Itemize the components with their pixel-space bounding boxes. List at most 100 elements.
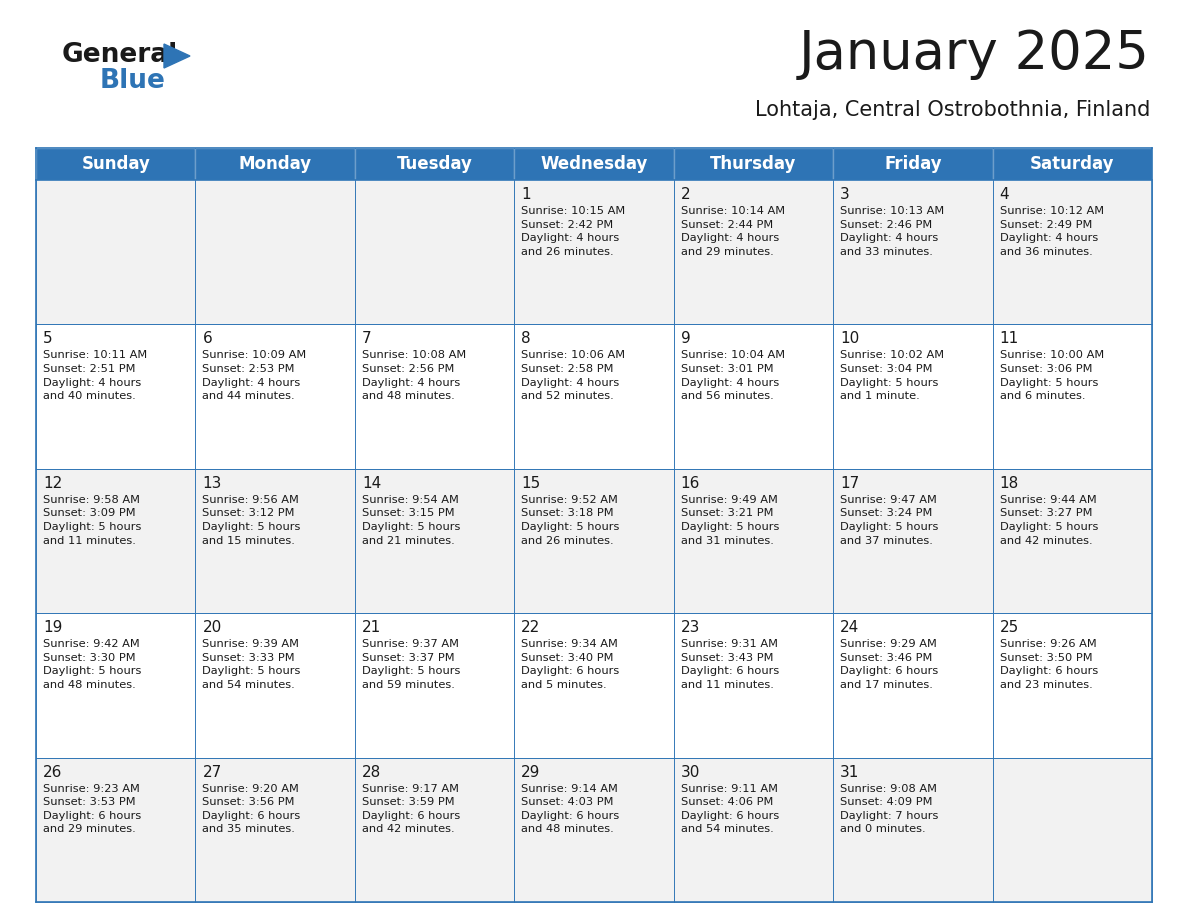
Text: Sunrise: 9:39 AM
Sunset: 3:33 PM
Daylight: 5 hours
and 54 minutes.: Sunrise: 9:39 AM Sunset: 3:33 PM Dayligh… (202, 639, 301, 690)
Text: Sunrise: 9:54 AM
Sunset: 3:15 PM
Daylight: 5 hours
and 21 minutes.: Sunrise: 9:54 AM Sunset: 3:15 PM Dayligh… (362, 495, 460, 545)
Bar (196, 148, 355, 180)
Text: Sunrise: 9:29 AM
Sunset: 3:46 PM
Daylight: 6 hours
and 17 minutes.: Sunrise: 9:29 AM Sunset: 3:46 PM Dayligh… (840, 639, 939, 690)
Text: 11: 11 (999, 331, 1019, 346)
Bar (36, 324, 196, 469)
Polygon shape (164, 44, 190, 68)
Text: 29: 29 (522, 765, 541, 779)
Bar (833, 469, 992, 613)
Text: 16: 16 (681, 476, 700, 491)
Text: Sunrise: 9:20 AM
Sunset: 3:56 PM
Daylight: 6 hours
and 35 minutes.: Sunrise: 9:20 AM Sunset: 3:56 PM Dayligh… (202, 784, 301, 834)
Bar (355, 469, 514, 613)
Bar (992, 613, 1152, 757)
Bar (355, 324, 514, 469)
Bar (514, 148, 674, 180)
Text: 8: 8 (522, 331, 531, 346)
Text: Sunrise: 10:13 AM
Sunset: 2:46 PM
Daylight: 4 hours
and 33 minutes.: Sunrise: 10:13 AM Sunset: 2:46 PM Daylig… (840, 206, 944, 257)
Text: 3: 3 (840, 187, 849, 202)
Bar (833, 324, 992, 469)
Bar (196, 324, 355, 469)
Bar (992, 180, 1152, 324)
Bar (196, 180, 355, 324)
Text: Thursday: Thursday (710, 155, 797, 173)
Text: Monday: Monday (239, 155, 311, 173)
Text: Sunrise: 9:26 AM
Sunset: 3:50 PM
Daylight: 6 hours
and 23 minutes.: Sunrise: 9:26 AM Sunset: 3:50 PM Dayligh… (999, 639, 1098, 690)
Bar (36, 469, 196, 613)
Text: Saturday: Saturday (1030, 155, 1114, 173)
Bar (833, 180, 992, 324)
Text: 28: 28 (362, 765, 381, 779)
Bar (833, 613, 992, 757)
Bar (355, 757, 514, 902)
Text: Sunrise: 10:04 AM
Sunset: 3:01 PM
Daylight: 4 hours
and 56 minutes.: Sunrise: 10:04 AM Sunset: 3:01 PM Daylig… (681, 351, 785, 401)
Text: Wednesday: Wednesday (541, 155, 647, 173)
Text: Sunrise: 10:09 AM
Sunset: 2:53 PM
Daylight: 4 hours
and 44 minutes.: Sunrise: 10:09 AM Sunset: 2:53 PM Daylig… (202, 351, 307, 401)
Text: Sunrise: 9:23 AM
Sunset: 3:53 PM
Daylight: 6 hours
and 29 minutes.: Sunrise: 9:23 AM Sunset: 3:53 PM Dayligh… (43, 784, 141, 834)
Text: Sunrise: 9:42 AM
Sunset: 3:30 PM
Daylight: 5 hours
and 48 minutes.: Sunrise: 9:42 AM Sunset: 3:30 PM Dayligh… (43, 639, 141, 690)
Text: Sunrise: 10:15 AM
Sunset: 2:42 PM
Daylight: 4 hours
and 26 minutes.: Sunrise: 10:15 AM Sunset: 2:42 PM Daylig… (522, 206, 626, 257)
Text: 24: 24 (840, 621, 859, 635)
Text: Sunrise: 10:00 AM
Sunset: 3:06 PM
Daylight: 5 hours
and 6 minutes.: Sunrise: 10:00 AM Sunset: 3:06 PM Daylig… (999, 351, 1104, 401)
Bar (674, 757, 833, 902)
Text: 23: 23 (681, 621, 700, 635)
Text: 5: 5 (43, 331, 52, 346)
Text: 19: 19 (43, 621, 63, 635)
Text: Blue: Blue (100, 68, 166, 94)
Text: Sunrise: 9:17 AM
Sunset: 3:59 PM
Daylight: 6 hours
and 42 minutes.: Sunrise: 9:17 AM Sunset: 3:59 PM Dayligh… (362, 784, 460, 834)
Text: January 2025: January 2025 (800, 28, 1150, 80)
Text: Sunrise: 9:49 AM
Sunset: 3:21 PM
Daylight: 5 hours
and 31 minutes.: Sunrise: 9:49 AM Sunset: 3:21 PM Dayligh… (681, 495, 779, 545)
Bar (355, 613, 514, 757)
Bar (36, 180, 196, 324)
Text: Sunrise: 10:06 AM
Sunset: 2:58 PM
Daylight: 4 hours
and 52 minutes.: Sunrise: 10:06 AM Sunset: 2:58 PM Daylig… (522, 351, 625, 401)
Bar (355, 148, 514, 180)
Text: Sunrise: 9:52 AM
Sunset: 3:18 PM
Daylight: 5 hours
and 26 minutes.: Sunrise: 9:52 AM Sunset: 3:18 PM Dayligh… (522, 495, 620, 545)
Text: 13: 13 (202, 476, 222, 491)
Bar (833, 757, 992, 902)
Text: 4: 4 (999, 187, 1009, 202)
Text: Tuesday: Tuesday (397, 155, 473, 173)
Bar (196, 469, 355, 613)
Bar (514, 613, 674, 757)
Text: Sunrise: 10:12 AM
Sunset: 2:49 PM
Daylight: 4 hours
and 36 minutes.: Sunrise: 10:12 AM Sunset: 2:49 PM Daylig… (999, 206, 1104, 257)
Text: 2: 2 (681, 187, 690, 202)
Text: Sunrise: 9:31 AM
Sunset: 3:43 PM
Daylight: 6 hours
and 11 minutes.: Sunrise: 9:31 AM Sunset: 3:43 PM Dayligh… (681, 639, 779, 690)
Text: 12: 12 (43, 476, 62, 491)
Text: 1: 1 (522, 187, 531, 202)
Text: 18: 18 (999, 476, 1019, 491)
Text: 26: 26 (43, 765, 63, 779)
Text: 22: 22 (522, 621, 541, 635)
Text: 17: 17 (840, 476, 859, 491)
Text: Sunrise: 9:37 AM
Sunset: 3:37 PM
Daylight: 5 hours
and 59 minutes.: Sunrise: 9:37 AM Sunset: 3:37 PM Dayligh… (362, 639, 460, 690)
Bar (355, 180, 514, 324)
Text: 31: 31 (840, 765, 859, 779)
Bar (992, 148, 1152, 180)
Text: 10: 10 (840, 331, 859, 346)
Bar (674, 180, 833, 324)
Text: Sunrise: 9:11 AM
Sunset: 4:06 PM
Daylight: 6 hours
and 54 minutes.: Sunrise: 9:11 AM Sunset: 4:06 PM Dayligh… (681, 784, 779, 834)
Text: Sunrise: 10:02 AM
Sunset: 3:04 PM
Daylight: 5 hours
and 1 minute.: Sunrise: 10:02 AM Sunset: 3:04 PM Daylig… (840, 351, 944, 401)
Text: Sunrise: 10:14 AM
Sunset: 2:44 PM
Daylight: 4 hours
and 29 minutes.: Sunrise: 10:14 AM Sunset: 2:44 PM Daylig… (681, 206, 785, 257)
Text: 21: 21 (362, 621, 381, 635)
Text: 30: 30 (681, 765, 700, 779)
Text: Friday: Friday (884, 155, 942, 173)
Bar (514, 757, 674, 902)
Text: 6: 6 (202, 331, 213, 346)
Bar (196, 613, 355, 757)
Text: 15: 15 (522, 476, 541, 491)
Bar (196, 757, 355, 902)
Bar (674, 324, 833, 469)
Text: 20: 20 (202, 621, 222, 635)
Text: 9: 9 (681, 331, 690, 346)
Bar (514, 324, 674, 469)
Text: 25: 25 (999, 621, 1019, 635)
Bar (514, 180, 674, 324)
Text: Sunday: Sunday (81, 155, 150, 173)
Bar (674, 469, 833, 613)
Text: Lohtaja, Central Ostrobothnia, Finland: Lohtaja, Central Ostrobothnia, Finland (754, 100, 1150, 120)
Bar (833, 148, 992, 180)
Text: 7: 7 (362, 331, 372, 346)
Bar (674, 148, 833, 180)
Text: 14: 14 (362, 476, 381, 491)
Text: 27: 27 (202, 765, 222, 779)
Bar (514, 469, 674, 613)
Bar (992, 469, 1152, 613)
